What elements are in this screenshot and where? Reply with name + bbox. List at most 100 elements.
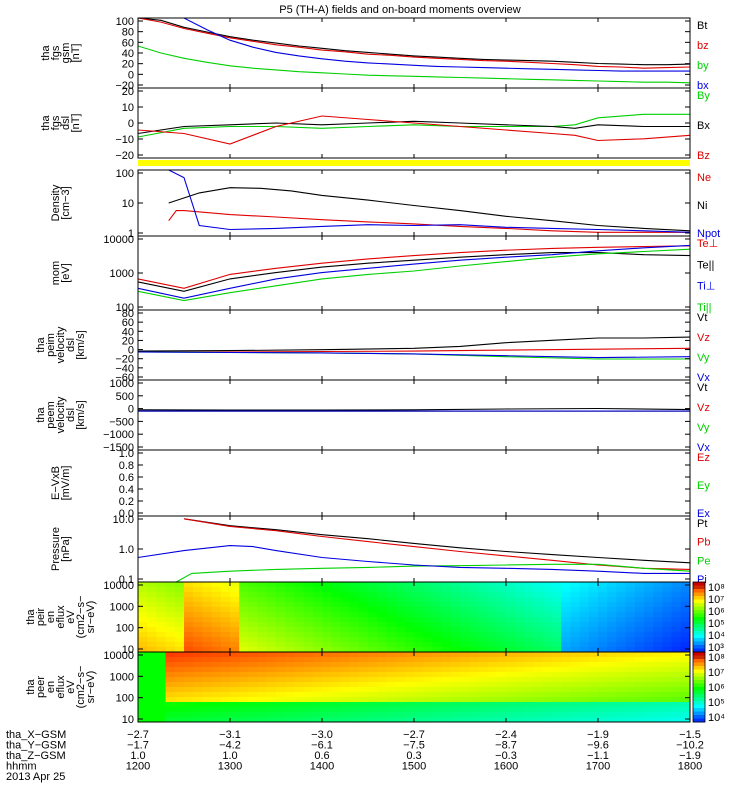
spectrogram-cell	[579, 667, 590, 673]
spectrogram-cell	[460, 707, 470, 713]
spectrogram-cell	[156, 622, 167, 628]
spectrogram-cell	[248, 677, 259, 683]
spectrogram-cell	[312, 687, 323, 693]
spectrogram-cell	[368, 627, 378, 633]
spectrogram-cell	[552, 622, 562, 628]
spectrogram-cell	[450, 582, 461, 588]
spectrogram-cell	[386, 682, 397, 688]
spectrogram-cell	[276, 632, 286, 638]
spectrogram-cell	[496, 662, 507, 668]
spectrogram-cell	[322, 612, 332, 618]
y-axis-label: Pressure	[50, 527, 62, 571]
spectrogram-cell	[515, 697, 525, 703]
spectrogram-cell	[487, 622, 498, 628]
spectrogram-cell	[644, 587, 654, 593]
spectrogram-cell	[358, 697, 369, 703]
spectrogram-cell	[496, 617, 507, 623]
spectrogram-cell	[193, 587, 203, 593]
spectrogram-cell	[496, 587, 507, 593]
spectrogram-cell	[598, 592, 608, 598]
spectrogram-cell	[404, 682, 415, 688]
spectrogram-cell	[515, 712, 525, 718]
spectrogram-cell	[331, 612, 341, 618]
spectrogram-cell	[450, 627, 461, 633]
spectrogram-cell	[138, 627, 148, 633]
spectrogram-cell	[349, 657, 360, 663]
y-tick-label: 0.0	[119, 508, 134, 520]
spectrogram-cell	[276, 597, 286, 603]
legend-label: Vz	[697, 332, 710, 344]
spectrogram-cell	[644, 652, 654, 658]
spectrogram-cell	[469, 632, 479, 638]
footer-value: −1.5	[679, 729, 701, 741]
spectrogram-cell	[515, 597, 525, 603]
spectrogram-cell	[358, 617, 369, 623]
spectrogram-cell	[561, 687, 571, 693]
spectrogram-cell	[377, 712, 387, 718]
spectrogram-cell	[404, 662, 415, 668]
spectrogram-cell	[230, 672, 240, 678]
spectrogram-cell	[680, 717, 691, 723]
spectrogram-cell	[625, 652, 636, 658]
spectrogram-cell	[331, 592, 341, 598]
spectrogram-cell	[395, 687, 406, 693]
colorbar-swatch	[693, 648, 705, 653]
spectrogram-cell	[524, 672, 535, 678]
spectrogram-cell	[524, 702, 535, 708]
spectrogram-cell	[202, 697, 213, 703]
spectrogram-cell	[598, 707, 608, 713]
y-tick-label: −1000	[103, 429, 134, 441]
spectrogram-cell	[561, 707, 571, 713]
spectrogram-cell	[460, 582, 470, 588]
spectrogram-cell	[450, 697, 461, 703]
spectrogram-cell	[184, 652, 194, 658]
y-tick-label: 20	[122, 59, 134, 71]
spectrogram-cell	[340, 692, 351, 698]
spectrogram-cell	[239, 627, 249, 633]
spectrogram-cell	[552, 627, 562, 633]
spectrogram-cell	[441, 627, 452, 633]
spectrogram-cell	[211, 632, 222, 638]
spectrogram-cell	[616, 672, 627, 678]
spectrogram-cell	[598, 667, 608, 673]
spectrogram-cell	[239, 707, 249, 713]
spectrogram-cell	[607, 617, 617, 623]
spectrogram-cell	[184, 667, 194, 673]
spectrogram-cell	[662, 672, 673, 678]
spectrogram-cell	[460, 687, 470, 693]
spectrogram-cell	[331, 602, 341, 608]
colorbar-swatch	[693, 582, 705, 586]
spectrogram-cell	[598, 607, 608, 613]
spectrogram-cell	[349, 647, 360, 653]
spectrogram-cell	[542, 647, 553, 653]
spectrogram-cell	[248, 597, 259, 603]
spectrogram-cell	[266, 652, 277, 658]
spectrogram-cell	[211, 652, 222, 658]
spectrogram-cell	[349, 617, 360, 623]
spectrogram-cell	[147, 677, 157, 683]
spectrogram-cell	[184, 677, 194, 683]
spectrogram-cell	[331, 697, 341, 703]
spectrogram-cell	[285, 637, 295, 643]
spectrogram-cell	[552, 667, 562, 673]
spectrogram-cell	[487, 682, 498, 688]
spectrogram-cell	[303, 702, 314, 708]
spectrogram-cell	[570, 667, 581, 673]
spectrogram-cell	[303, 682, 314, 688]
spectrogram-cell	[220, 587, 231, 593]
spectrogram-cell	[653, 617, 663, 623]
spectrogram-cell	[662, 592, 673, 598]
spectrogram-cell	[671, 627, 682, 633]
spectrogram-cell	[138, 637, 148, 643]
spectrogram-cell	[515, 677, 525, 683]
spectrogram-cell	[506, 677, 516, 683]
spectrogram-cell	[358, 632, 369, 638]
spectrogram-cell	[588, 587, 599, 593]
spectrogram-cell	[156, 582, 167, 588]
spectrogram-cell	[607, 662, 617, 668]
spectrogram-cell	[368, 652, 378, 658]
spectrogram-cell	[303, 602, 314, 608]
spectrogram-cell	[441, 662, 452, 668]
spectrogram-cell	[276, 582, 286, 588]
